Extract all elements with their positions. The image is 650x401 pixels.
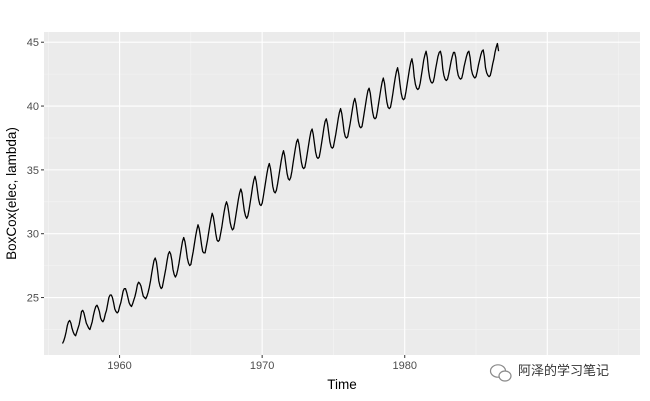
y-tick-label: 25 (27, 293, 39, 305)
y-tick-label: 35 (27, 165, 39, 177)
y-tick-label: 45 (27, 37, 39, 49)
plot-panel (44, 32, 640, 355)
series-line (61, 42, 500, 344)
wechat-icon-bubble-small (498, 370, 512, 382)
x-tick-label: 1970 (250, 360, 274, 372)
watermark-text: 阿泽的学习笔记 (518, 363, 609, 379)
x-tick-label: 1980 (392, 360, 416, 372)
y-tick-label: 40 (27, 101, 39, 113)
y-tick-label: 30 (27, 229, 39, 241)
y-axis-title: BoxCox(elec, lambda) (4, 127, 19, 260)
x-axis-title: Time (327, 377, 357, 392)
x-tick-label: 1960 (107, 360, 131, 372)
wechat-icon (489, 364, 512, 382)
